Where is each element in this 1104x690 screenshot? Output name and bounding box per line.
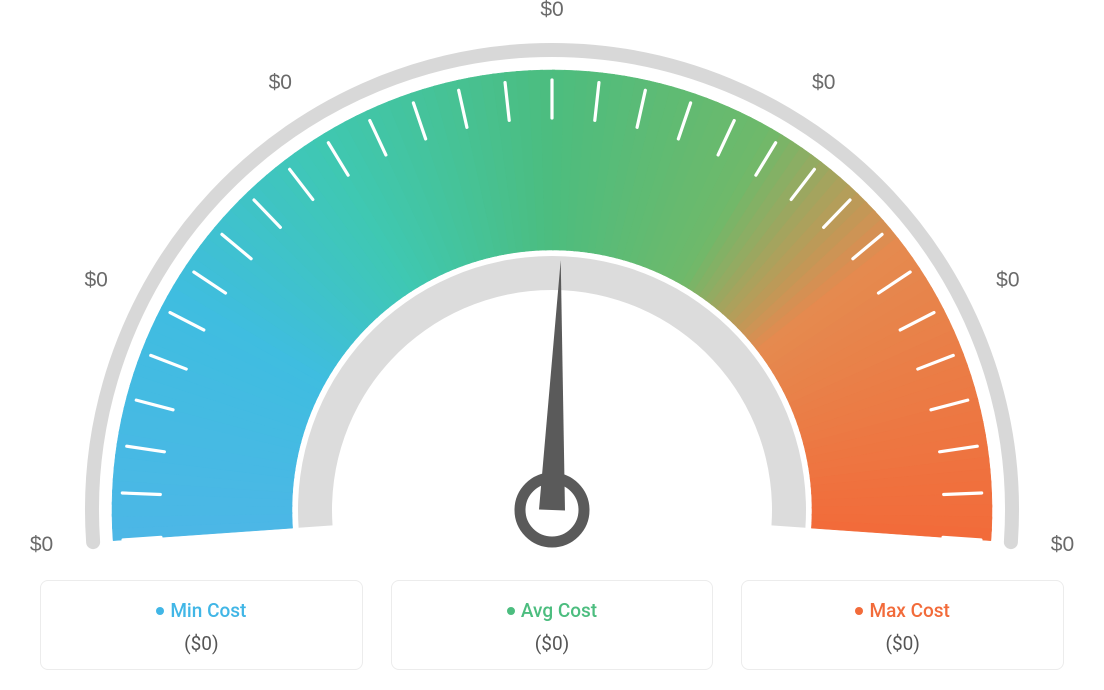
- gauge-scale-label: $0: [540, 0, 563, 21]
- gauge-scale-label: $0: [812, 71, 835, 94]
- legend-dot-icon: [156, 607, 164, 615]
- legend-value: ($0): [752, 632, 1053, 655]
- legend-value: ($0): [51, 632, 352, 655]
- legend-title: Max Cost: [752, 599, 1053, 622]
- legend-label: Min Cost: [170, 599, 246, 622]
- legend-card-avg-cost: Avg Cost ($0): [391, 580, 714, 670]
- legend-title: Avg Cost: [402, 599, 703, 622]
- legend-label: Max Cost: [869, 599, 949, 622]
- legend-card-min-cost: Min Cost ($0): [40, 580, 363, 670]
- gauge-svg: $0 $0 $0 $0 $0 $0 $0: [0, 0, 1104, 570]
- gauge-scale-label: $0: [996, 268, 1019, 291]
- legend-dot-icon: [855, 607, 863, 615]
- gauge-tick: [944, 493, 982, 495]
- legend-dot-icon: [507, 607, 515, 615]
- legend-value: ($0): [402, 632, 703, 655]
- gauge-scale-label: $0: [269, 71, 292, 94]
- legend-card-max-cost: Max Cost ($0): [741, 580, 1064, 670]
- gauge-scale-label: $0: [30, 533, 53, 556]
- gauge-tick: [122, 493, 160, 495]
- gauge-scale-label: $0: [84, 268, 107, 291]
- gauge-scale-label: $0: [1051, 533, 1074, 556]
- legend-label: Avg Cost: [521, 599, 597, 622]
- cost-gauge: $0 $0 $0 $0 $0 $0 $0: [0, 0, 1104, 570]
- legend-row: Min Cost ($0) Avg Cost ($0) Max Cost ($0): [40, 580, 1064, 670]
- legend-title: Min Cost: [51, 599, 352, 622]
